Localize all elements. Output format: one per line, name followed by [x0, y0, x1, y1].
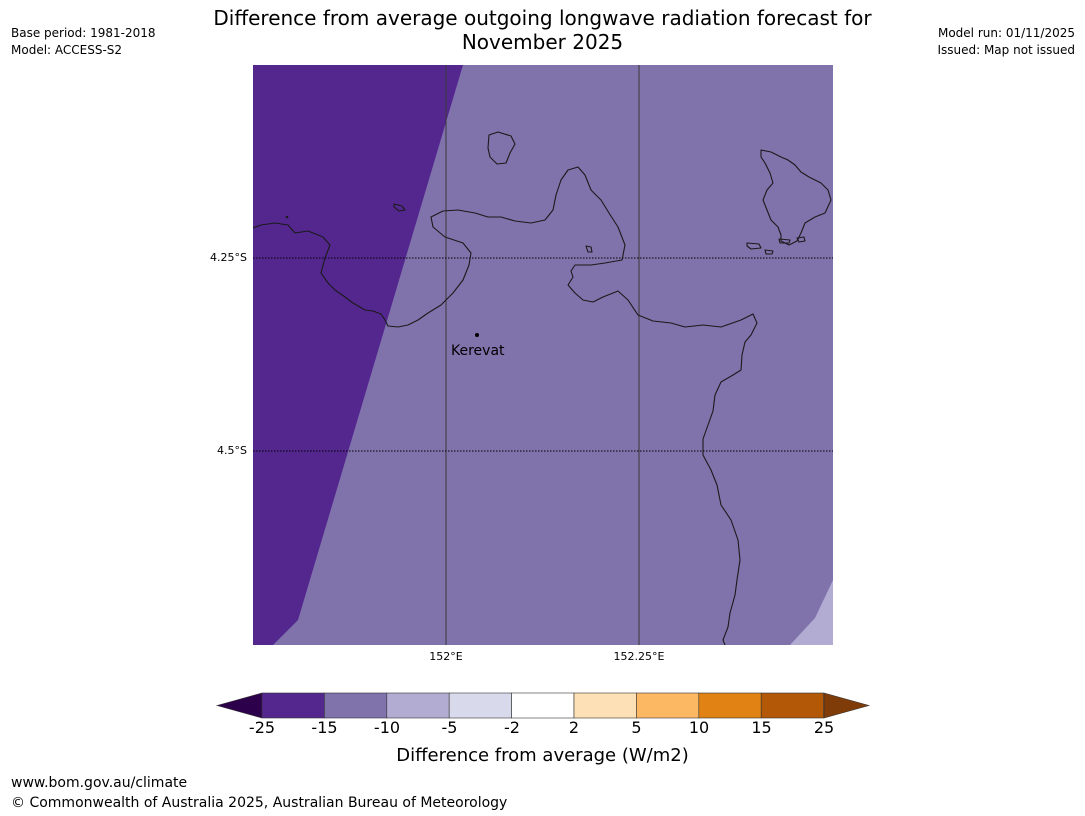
colorbar-tick: 2: [568, 718, 580, 737]
islet-a: [746, 242, 762, 250]
colorbar-tick: 10: [688, 718, 710, 737]
footer-copyright: © Commonwealth of Australia 2025, Austra…: [11, 795, 508, 811]
lon-label-152: 152°E: [429, 650, 463, 663]
colorbar-bins: [261, 692, 824, 719]
kerevat-marker: [475, 333, 479, 337]
colorbar-bin: [698, 692, 762, 719]
main-coastline: [253, 166, 758, 645]
colorbar-tick: 25: [813, 718, 835, 737]
colorbar-tick: -2: [504, 718, 520, 737]
colorbar-tick: -15: [311, 718, 338, 737]
colorbar-bin: [261, 692, 325, 719]
zone-minus10-to-minus5: [790, 580, 833, 645]
base-period-text: Base period: 1981-2018: [11, 26, 156, 40]
islet-dot: [285, 215, 289, 219]
colorbar-tick: -5: [441, 718, 458, 737]
colorbar-tick: -25: [248, 718, 276, 737]
map-title-line-1: Difference from average outgoing longwav…: [213, 6, 872, 30]
colorbar-bin: [448, 692, 512, 719]
colorbar-label: Difference from average (W/m2): [396, 745, 689, 766]
colorbar-bin: [511, 692, 575, 719]
coastlines: [253, 131, 832, 645]
duke-of-york-islands: [760, 149, 832, 246]
colorbar-tick: 15: [751, 718, 772, 737]
meta-right: Model run: 01/11/2025 Issued: Map not is…: [937, 25, 1075, 59]
colorbar: [215, 692, 871, 719]
islet-d: [796, 236, 806, 243]
lat-label-4-25: 4.25°S: [210, 251, 247, 264]
model-run-text: Model run: 01/11/2025: [937, 26, 1075, 40]
bay-islet: [585, 245, 593, 253]
forecast-map: Kerevat: [253, 65, 833, 645]
colorbar-extend-low: [215, 692, 263, 719]
colorbar-bin: [324, 692, 388, 719]
islet-c: [778, 238, 791, 244]
issued-text: Issued: Map not issued: [937, 43, 1075, 57]
islet-b: [764, 249, 774, 255]
kerevat-label: Kerevat: [451, 343, 505, 359]
meta-left: Base period: 1981-2018 Model: ACCESS-S2: [11, 25, 156, 59]
colorbar-tick: -10: [373, 718, 401, 737]
zone-minus25-to-minus15: [253, 65, 463, 645]
colorbar-tick: 5: [631, 718, 642, 737]
colorbar-bin: [636, 692, 700, 719]
colorbar-extend-high: [823, 692, 871, 719]
colorbar-bin: [760, 692, 824, 719]
small-island-west: [393, 203, 406, 212]
model-text: Model: ACCESS-S2: [11, 43, 123, 57]
colorbar-bin: [573, 692, 637, 719]
map-title: Difference from average outgoing longwav…: [0, 6, 1085, 54]
colorbar-bin: [386, 692, 450, 719]
footer-url: www.bom.gov.au/climate: [11, 775, 188, 791]
map-title-line-2: November 2025: [461, 30, 624, 54]
small-island-north: [487, 131, 516, 165]
lat-label-4-5: 4.5°S: [217, 444, 247, 457]
lon-label-152-25: 152.25°E: [613, 650, 665, 663]
